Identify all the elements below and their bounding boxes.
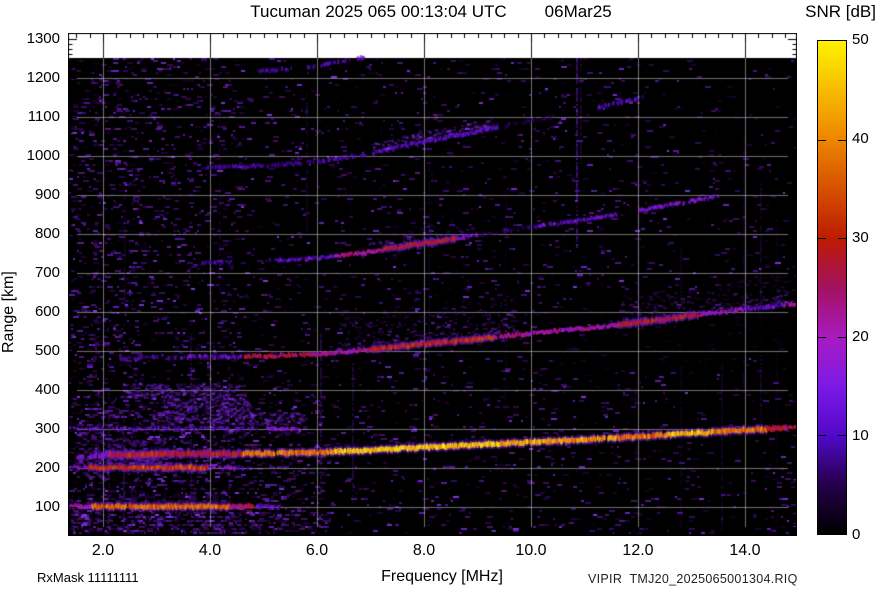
y-tick-1000: 1000 — [26, 147, 60, 164]
y-tick-300: 300 — [34, 420, 60, 437]
y-tick-600: 600 — [34, 303, 60, 320]
plot-title-main: Tucuman 2025 065 00:13:04 UTC — [250, 2, 507, 21]
colorbar-label-30: 30 — [852, 229, 869, 246]
colorbar-tick-10-right — [838, 435, 846, 437]
colorbar-label-40: 40 — [852, 130, 869, 147]
x-tick-8: 8.0 — [412, 542, 436, 559]
y-tick-500: 500 — [34, 342, 60, 359]
colorbar-label-20: 20 — [852, 328, 869, 345]
rx-mask-label: RxMask 11111111 — [37, 570, 139, 585]
y-tick-200: 200 — [34, 459, 60, 476]
x-tick-4: 4.0 — [198, 542, 222, 559]
y-tick-1100: 1100 — [27, 108, 60, 125]
colorbar-tick-20-left — [818, 336, 826, 338]
colorbar-tick-10-left — [818, 435, 826, 437]
instrument-file-label: VIPIR TMJ20_2025065001304.RIQ — [588, 572, 798, 586]
colorbar-label-10: 10 — [852, 427, 869, 444]
colorbar-label-0: 0 — [852, 526, 861, 543]
plot-title-date: 06Mar25 — [544, 2, 612, 21]
snr-colorbar — [817, 40, 847, 535]
y-tick-1300: 1300 — [26, 30, 60, 47]
plot-title: Tucuman 2025 065 00:13:04 UTC 06Mar25 — [0, 2, 862, 22]
colorbar-title: SNR [dB] — [805, 2, 876, 21]
x-tick-10: 10.0 — [515, 542, 547, 559]
x-axis-label: Frequency [MHz] — [381, 568, 503, 585]
colorbar-label-50: 50 — [852, 31, 869, 48]
x-tick-12: 12.0 — [622, 542, 654, 559]
y-tick-800: 800 — [34, 225, 60, 242]
colorbar-tick-40-left — [818, 139, 826, 141]
y-tick-400: 400 — [34, 381, 60, 398]
y-tick-700: 700 — [34, 264, 60, 281]
x-tick-6: 6.0 — [305, 542, 329, 559]
colorbar-tick-20-right — [838, 336, 846, 338]
x-tick-14: 14.0 — [729, 542, 761, 559]
y-tick-1200: 1200 — [26, 69, 60, 86]
colorbar-tick-30-left — [818, 238, 826, 240]
x-tick-2: 2.0 — [91, 542, 115, 559]
colorbar-tick-30-right — [838, 238, 846, 240]
y-tick-100: 100 — [34, 498, 60, 515]
ionogram-plot-canvas — [68, 33, 797, 536]
colorbar-tick-40-right — [838, 139, 846, 141]
y-tick-900: 900 — [34, 186, 60, 203]
